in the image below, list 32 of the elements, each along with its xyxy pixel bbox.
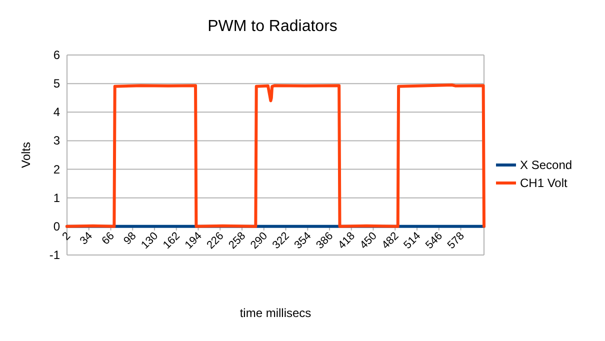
- x-tick-label: 546: [424, 230, 446, 252]
- x-tick-label: 578: [445, 230, 467, 252]
- x-tick-label: 162: [161, 230, 182, 252]
- x-tick-label: 130: [139, 230, 161, 252]
- x-tick-label: 66: [100, 230, 117, 248]
- x-tick-label: 98: [122, 230, 139, 248]
- y-tick-label: 1: [53, 190, 60, 205]
- x-tick-label: 450: [358, 230, 380, 252]
- x-tick-label: 290: [248, 230, 270, 252]
- y-tick-label: 3: [53, 134, 60, 148]
- line-series: [66, 84, 486, 228]
- x-tick-label: 226: [204, 230, 226, 252]
- y-tick-label: 4: [53, 105, 60, 120]
- x-tick-label: 194: [182, 230, 204, 252]
- x-tick-label: 514: [402, 230, 424, 252]
- x-tick-label: 418: [336, 230, 358, 252]
- chart-title: PWM to Radiators: [208, 18, 338, 35]
- y-axis-title: Volts: [19, 142, 33, 168]
- y-tick-label: -1: [49, 248, 60, 262]
- legend-label: X Second: [520, 158, 572, 172]
- x-tick-label: 386: [314, 230, 336, 252]
- y-tick-label: 2: [53, 162, 60, 176]
- legend-label: CH1 Volt: [520, 176, 568, 190]
- x-axis-title: time millisecs: [240, 306, 312, 320]
- x-tick-label: 258: [226, 230, 248, 252]
- y-tick-label: 6: [53, 48, 60, 62]
- y-tick-label: 5: [53, 76, 60, 91]
- x-tick-label: 34: [78, 230, 95, 248]
- x-tick-label: 354: [292, 230, 314, 252]
- y-tick-label: 0: [53, 219, 60, 234]
- x-tick-label: 482: [380, 230, 402, 252]
- x-tick-label: 322: [270, 230, 292, 252]
